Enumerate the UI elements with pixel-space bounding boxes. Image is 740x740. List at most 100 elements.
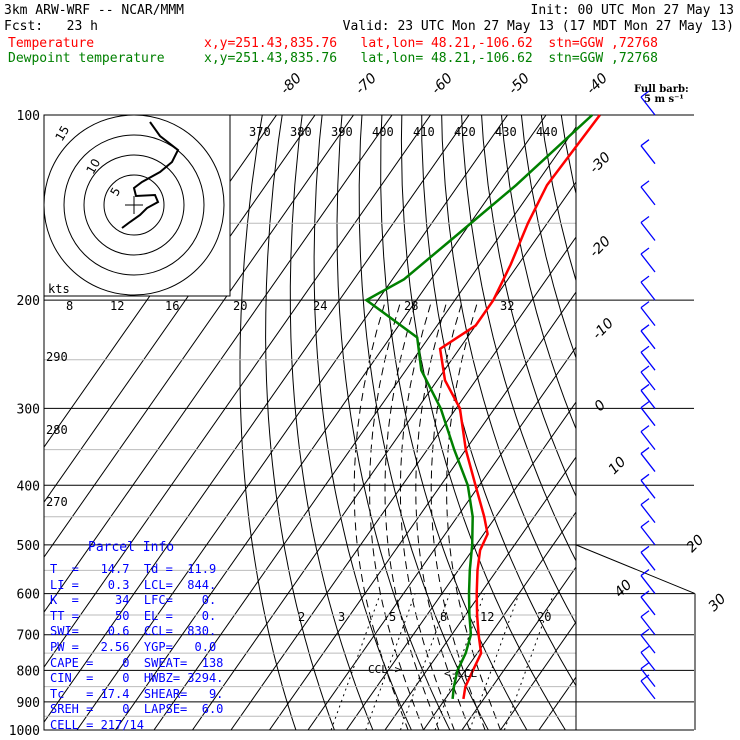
- mixing-ratio-label: 5: [389, 610, 396, 624]
- theta-label: 290: [46, 350, 68, 364]
- init-time: Init: 00 UTC Mon 27 May 13: [530, 3, 735, 18]
- parcel-marker-label: CCL->: [368, 663, 401, 676]
- valid-time: Valid: 23 UTC Mon 27 May 13 (17 MDT Mon …: [342, 19, 734, 34]
- wind-barb: [640, 479, 656, 499]
- dry-adiabat: [380, 115, 528, 730]
- parcel-info-title: Parcel Info: [88, 540, 175, 555]
- wind-barb: [640, 90, 650, 98]
- dry-adiabat: [265, 115, 335, 730]
- pressure-label: 900: [17, 696, 40, 711]
- wind-barb: [640, 145, 656, 165]
- wind-barb: [640, 628, 650, 636]
- wind-barb: [640, 520, 650, 528]
- isotherm: [44, 115, 393, 614]
- wind-barb: [640, 668, 656, 687]
- isotherm-label: 40: [612, 577, 636, 601]
- wind-barb: [640, 569, 650, 577]
- wind-barb: [640, 498, 650, 506]
- isotherm-label: -30: [587, 149, 615, 177]
- isotherm: [307, 346, 576, 730]
- mixing-ratio-label: 3: [338, 610, 345, 624]
- wind-barb: [640, 590, 650, 598]
- isotherm: [76, 115, 509, 730]
- moist-adiabat: [430, 299, 486, 730]
- wind-barb-key: Full barb:: [634, 84, 689, 95]
- forecast-hour: Fcst: 23 h: [4, 19, 98, 34]
- pressure-label: 300: [17, 402, 40, 417]
- theta-label: 280: [46, 423, 68, 437]
- wind-barb: [640, 253, 656, 273]
- isotherm-label: -20: [587, 233, 615, 261]
- isotherm-label: -80: [278, 70, 306, 98]
- dry-adiabat: [560, 115, 576, 196]
- wind-barb: [640, 275, 650, 283]
- hodograph-ring: [83, 154, 185, 256]
- wind-barb: [640, 545, 650, 553]
- wind-barb-units: 5 m s⁻¹: [644, 94, 684, 105]
- wind-barb: [640, 96, 656, 116]
- pressure-label: 700: [17, 629, 40, 644]
- mixing-ratio-label: 8: [440, 610, 447, 624]
- wind-barb: [640, 526, 656, 546]
- hodograph-speed-label: 24: [313, 299, 327, 313]
- hodograph-ring-label: 10: [83, 156, 103, 176]
- hodograph-speed-label: 8: [66, 299, 73, 313]
- barb-frame: [575, 544, 696, 595]
- mixing-ratio-label: 12: [480, 610, 494, 624]
- wind-barb: [640, 186, 656, 206]
- parcel-info-row: CIN = 0 HWBZ= 3294.: [50, 671, 224, 686]
- parcel-info-row: CAPE = 0 SWEAT= 138: [50, 655, 224, 670]
- dewpoint-label: Dewpoint temperature: [8, 51, 165, 66]
- theta-label: 370: [249, 125, 271, 139]
- isotherm: [44, 115, 432, 669]
- parcel-info-row: SREH = 0 LAPSE= 6.0: [50, 702, 224, 717]
- hodograph-trace: [121, 121, 180, 229]
- moist-adiabat: [446, 299, 502, 730]
- isotherm: [153, 126, 576, 730]
- isotherm: [384, 456, 576, 730]
- isotherm: [268, 291, 576, 730]
- hodograph-ring-label: 15: [52, 123, 72, 143]
- hodograph-speed-label: 20: [233, 299, 247, 313]
- parcel-info-row: PW = 2.56 YGP= 0.0: [50, 640, 217, 654]
- hodograph-ring: [63, 134, 205, 276]
- hodograph-speed-label: 28: [404, 299, 418, 313]
- model-title: 3km ARW-WRF -- NCAR/MMM: [4, 3, 185, 18]
- wind-barb: [640, 301, 650, 309]
- wind-barb: [640, 330, 656, 350]
- theta-label: 420: [454, 125, 476, 139]
- wind-barb: [640, 371, 656, 391]
- wind-barb: [640, 634, 656, 654]
- dewpoint-station-info: x,y=251.43,835.76 lat,lon= 48.21,-106.62…: [204, 51, 658, 66]
- mixing-ratio-label: 2: [298, 610, 305, 624]
- wind-barb: [640, 345, 650, 353]
- wind-barb: [640, 425, 650, 433]
- isotherm-label: -50: [506, 70, 534, 98]
- moist-adiabat: [384, 299, 440, 730]
- moist-adiabat: [399, 299, 455, 730]
- wind-barb: [640, 453, 656, 472]
- parcel-info-row: LI = 0.3 LCL= 844.: [50, 577, 217, 592]
- wind-barb: [640, 674, 650, 682]
- isotherm-label: -70: [353, 70, 381, 98]
- isotherm: [44, 115, 355, 559]
- theta-label: 410: [413, 125, 435, 139]
- dry-adiabat: [634, 87, 740, 740]
- wind-barb: [640, 307, 656, 326]
- temperature-station-info: x,y=251.43,835.76 lat,lon= 48.21,-106.62…: [204, 36, 658, 51]
- mixing-ratio-line: [399, 593, 451, 730]
- isotherm: [191, 181, 576, 730]
- pressure-label: 800: [17, 664, 40, 679]
- parcel-info-row: CELL = 217/14: [50, 718, 144, 732]
- parcel-marker-label: <-LCL: [444, 667, 477, 680]
- theta-label: 400: [372, 125, 394, 139]
- dry-adiabat: [654, 87, 740, 740]
- hodograph-speed-label: 12: [110, 299, 124, 313]
- wind-barb: [640, 222, 656, 241]
- moist-adiabat: [369, 299, 425, 730]
- temperature-trace: [438, 114, 601, 700]
- dewpoint-trace: [364, 114, 594, 700]
- wind-barb: [640, 447, 650, 455]
- wind-barb: [640, 551, 656, 571]
